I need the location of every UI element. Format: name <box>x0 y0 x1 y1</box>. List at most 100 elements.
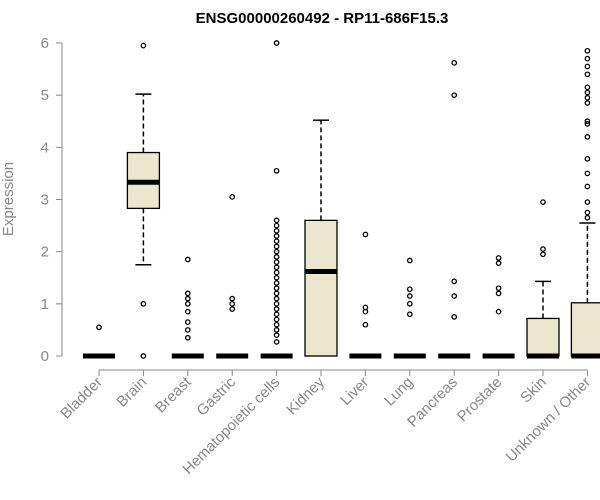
outlier-point <box>273 339 280 345</box>
box-group <box>171 256 204 359</box>
outlier-point <box>495 308 502 315</box>
box-group <box>304 119 338 357</box>
y-tick-label: 4 <box>41 139 49 156</box>
outlier-point <box>273 280 280 286</box>
outlier-point <box>184 308 191 315</box>
outlier-point <box>584 47 591 54</box>
outlier-point <box>362 231 369 238</box>
box <box>526 317 560 357</box>
outlier-point <box>273 332 280 338</box>
outlier-point <box>540 246 546 252</box>
outlier-point <box>584 183 591 190</box>
outlier-point <box>229 194 236 200</box>
outlier-point <box>273 264 280 271</box>
outlier-point <box>584 89 591 96</box>
outlier-point <box>273 306 280 312</box>
outlier-point <box>184 334 191 341</box>
outlier-point <box>495 255 502 261</box>
x-tick-label: Bladder <box>57 374 106 423</box>
outlier-point <box>273 274 280 281</box>
outlier-point <box>273 290 280 297</box>
x-tick-label: Prostate <box>454 374 506 426</box>
outlier-point <box>540 199 546 205</box>
box-group <box>482 255 515 359</box>
outlier-point <box>273 222 280 229</box>
box-group <box>393 257 426 359</box>
outlier-point <box>184 300 191 307</box>
outlier-point <box>273 259 280 265</box>
box-group <box>216 194 249 359</box>
outlier-point <box>406 300 413 307</box>
box-group <box>349 231 382 359</box>
outlier-point <box>273 254 280 260</box>
chart-title: ENSG00000260492 - RP11-686F15.3 <box>196 10 449 27</box>
x-tick-label: Skin <box>517 374 550 407</box>
outlier-point <box>273 300 280 307</box>
outlier-point <box>584 55 591 62</box>
outlier-point <box>584 155 591 162</box>
outlier-point <box>273 227 280 234</box>
outlier-point <box>140 42 147 49</box>
y-tick-label: 6 <box>41 35 49 52</box>
outlier-point <box>140 353 147 359</box>
outlier-point <box>273 243 280 250</box>
outlier-point <box>229 295 236 302</box>
outlier-point <box>184 290 191 297</box>
x-tick-label: Unknown / Other <box>503 374 595 466</box>
outlier-point <box>584 199 591 205</box>
box-group <box>526 199 560 359</box>
outlier-point <box>540 251 546 258</box>
outlier-point <box>362 308 369 315</box>
outlier-point <box>495 285 502 292</box>
outlier-point <box>273 295 280 302</box>
outlier-point <box>584 118 591 125</box>
outlier-point <box>273 238 280 245</box>
y-tick-label: 5 <box>41 87 49 104</box>
box <box>570 302 600 357</box>
outlier-point <box>140 300 147 307</box>
box-group <box>83 324 115 359</box>
outlier-point <box>406 311 413 318</box>
outlier-point <box>229 300 236 307</box>
outlier-point <box>495 260 502 266</box>
outlier-point <box>584 170 591 177</box>
y-axis-label: Expression <box>0 162 17 236</box>
outlier-point <box>584 209 591 216</box>
outlier-point <box>273 233 280 239</box>
outlier-point <box>451 59 458 66</box>
outlier-point <box>96 324 102 331</box>
box-group <box>126 42 161 359</box>
outlier-point <box>273 167 280 174</box>
outlier-point <box>273 217 280 224</box>
x-tick-label: Liver <box>337 374 372 409</box>
outlier-point <box>273 248 280 255</box>
outlier-point <box>273 285 280 292</box>
outlier-point <box>229 306 236 312</box>
outlier-point <box>584 71 591 78</box>
outlier-point <box>273 269 280 276</box>
box-group <box>438 59 471 359</box>
outlier-point <box>584 134 591 140</box>
y-tick-label: 3 <box>41 192 49 209</box>
outlier-point <box>584 121 591 127</box>
outlier-point <box>584 84 591 91</box>
outlier-point <box>184 327 191 333</box>
box-group <box>260 40 293 359</box>
outlier-point <box>362 321 369 328</box>
outlier-point <box>184 295 191 302</box>
box-group <box>570 47 600 359</box>
y-tick-label: 2 <box>41 244 49 261</box>
outlier-point <box>273 311 280 318</box>
outlier-point <box>184 256 191 263</box>
outlier-point <box>451 278 458 285</box>
outlier-point <box>584 100 591 106</box>
outlier-point <box>273 316 280 323</box>
outlier-point <box>406 293 413 299</box>
y-tick-label: 0 <box>41 348 49 365</box>
outlier-point <box>273 40 280 46</box>
box <box>304 219 338 357</box>
plot-area <box>83 40 600 359</box>
outlier-point <box>184 319 191 325</box>
